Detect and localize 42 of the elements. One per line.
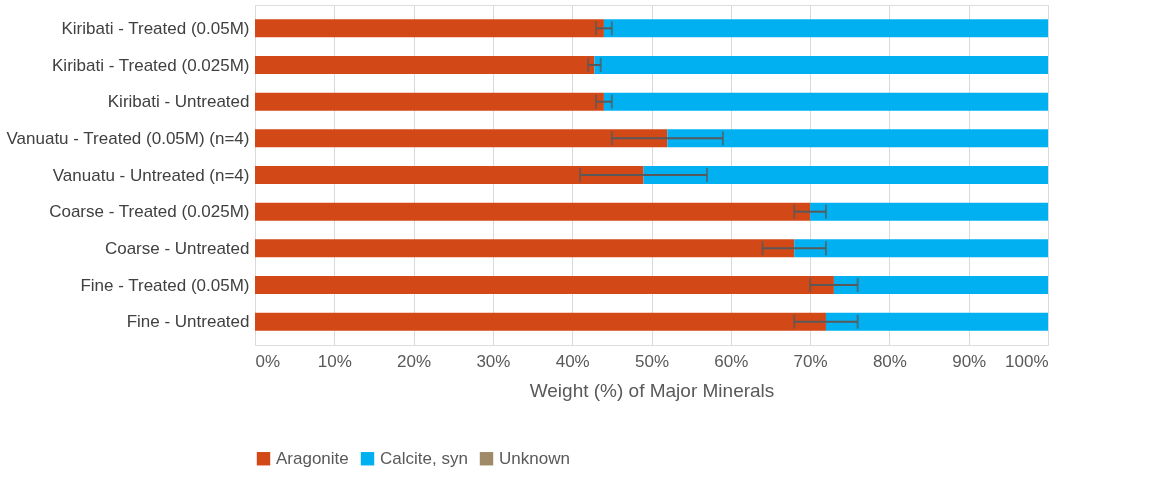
- bar: [594, 56, 1048, 74]
- bar: [255, 276, 834, 294]
- bar: [255, 92, 604, 111]
- x-tick-label: 100%: [1005, 351, 1049, 371]
- x-axis-title: Weight (%) of Major Minerals: [529, 379, 775, 401]
- bar: [643, 166, 1048, 184]
- y-tick-label: Fine - Treated (0.05M): [80, 275, 250, 295]
- bar: [794, 239, 1048, 258]
- x-tick-label: 50%: [634, 351, 670, 371]
- bar: [255, 239, 795, 258]
- y-tick-label: Coarse - Treated (0.025M): [49, 202, 250, 222]
- y-tick-label: Kiribati - Untreated: [107, 92, 250, 112]
- bar: [255, 312, 826, 331]
- bar: [255, 129, 668, 148]
- x-tick-label: 40%: [555, 351, 590, 371]
- bar: [825, 312, 1048, 331]
- bar: [255, 19, 604, 38]
- bar: [603, 92, 1048, 111]
- x-tick-label: 90%: [952, 351, 987, 371]
- x-tick-label: 60%: [714, 351, 749, 371]
- bar: [810, 202, 1048, 221]
- y-tick-label: Vanuatu - Untreated (n=4): [52, 165, 250, 185]
- bar: [833, 276, 1048, 294]
- legend-label: Aragonite: [276, 448, 349, 468]
- x-tick-label: 80%: [872, 351, 907, 371]
- y-tick-label: Kiribati - Treated (0.025M): [52, 55, 250, 75]
- x-tick-label: 70%: [793, 351, 828, 371]
- y-tick-label: Vanuatu - Treated (0.05M) (n=4): [6, 128, 250, 148]
- bar: [255, 166, 644, 184]
- x-tick-label: 0%: [255, 351, 281, 371]
- y-tick-label: Coarse - Untreated: [104, 238, 250, 258]
- bar: [255, 56, 595, 74]
- y-tick-label: Kiribati - Treated (0.05M): [61, 18, 250, 38]
- x-tick-label: 20%: [397, 351, 432, 371]
- legend-label: Calcite, syn: [380, 448, 468, 468]
- bar: [603, 19, 1048, 38]
- x-tick-label: 10%: [317, 351, 352, 371]
- bar: [667, 129, 1048, 148]
- legend-label: Unknown: [499, 448, 570, 468]
- y-tick-label: Fine - Untreated: [126, 312, 250, 332]
- x-tick-label: 30%: [476, 351, 511, 371]
- bar: [255, 202, 811, 221]
